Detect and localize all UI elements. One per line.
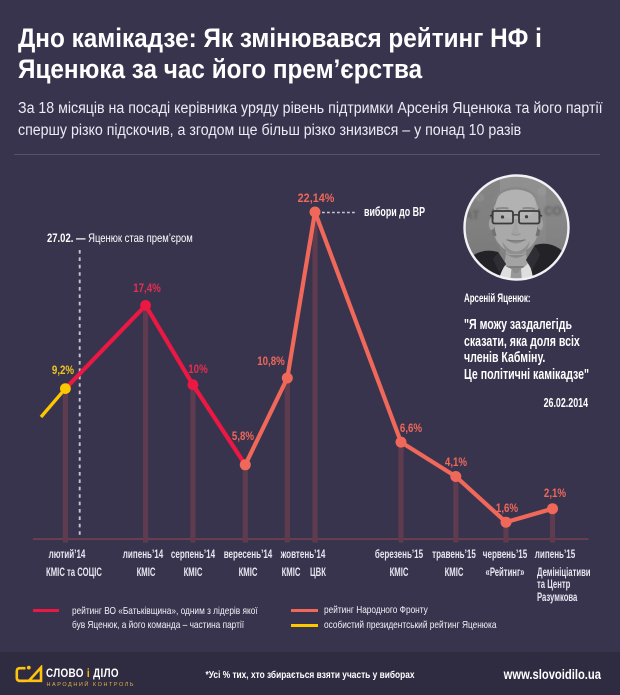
svg-text:G: G (538, 187, 546, 198)
svg-text:АТ: АТ (464, 208, 480, 222)
svg-text:СО: СО (544, 204, 562, 218)
svg-text:О: О (476, 193, 484, 204)
